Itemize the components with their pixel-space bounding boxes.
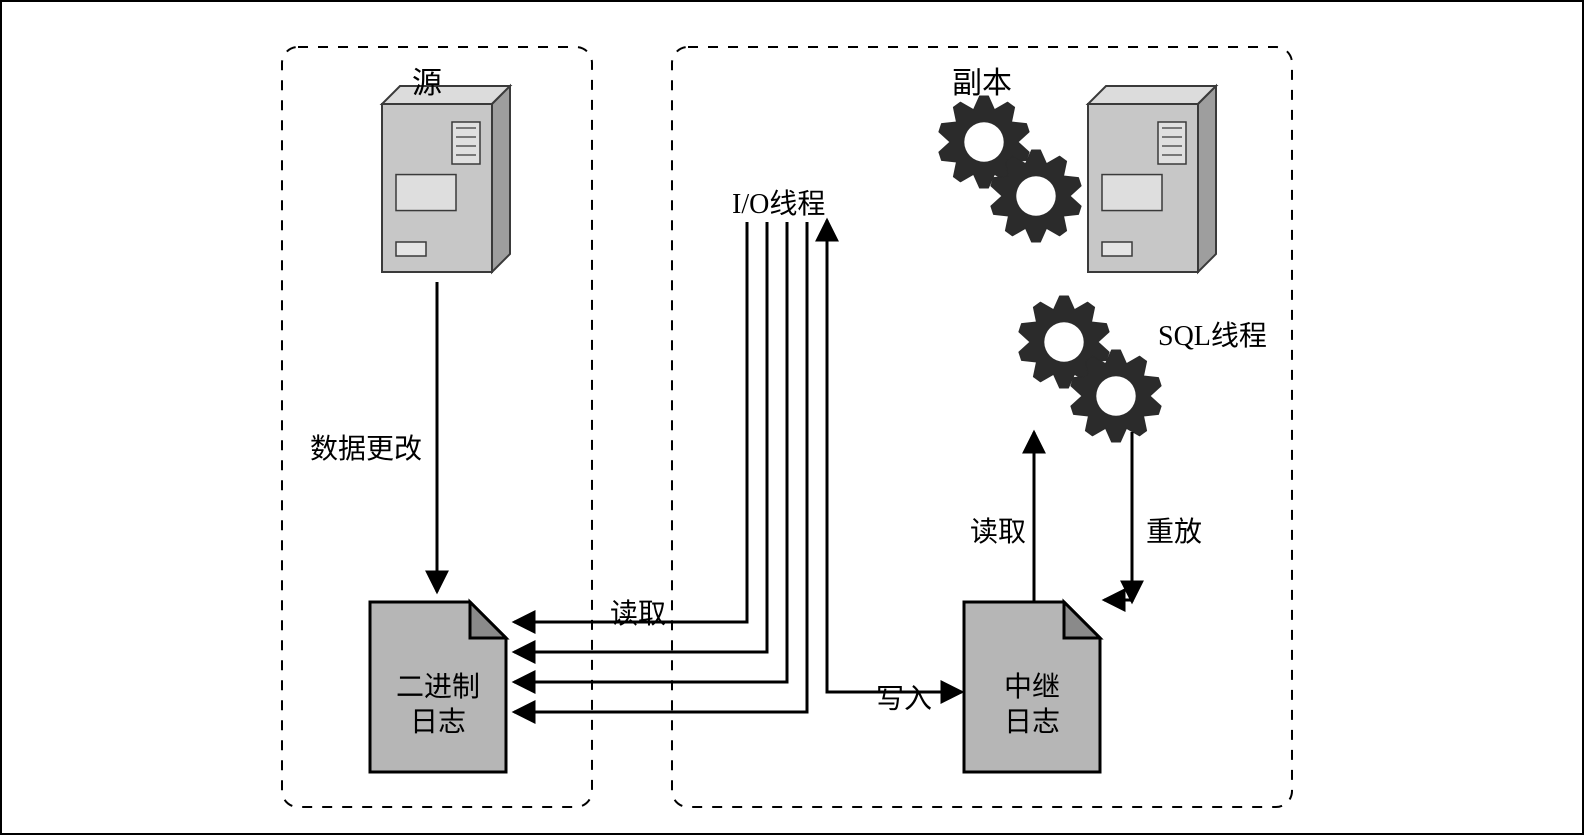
- server-icon: [382, 86, 510, 272]
- source-title: 源: [412, 58, 442, 102]
- diagram-svg: [2, 2, 1584, 837]
- sql-read-label: 读取: [970, 510, 1026, 550]
- binary-log-label: 二进制日志: [378, 670, 498, 740]
- io-thread-label: I/O线程: [732, 182, 825, 222]
- relay-log-label: 中继日志: [972, 670, 1092, 740]
- read-binlog-label: 读取: [610, 592, 666, 632]
- write-relay-label: 写入: [876, 677, 932, 717]
- server-icon: [1088, 86, 1216, 272]
- sql-replay-label: 重放: [1146, 510, 1202, 550]
- sql-thread-label: SQL线程: [1158, 314, 1267, 354]
- diagram-frame: 源 副本 I/O线程 SQL线程 数据更改 读取 写入 读取 重放 二进制日志 …: [0, 0, 1584, 835]
- replica-title: 副本: [952, 58, 1012, 102]
- data-change-label: 数据更改: [310, 427, 422, 467]
